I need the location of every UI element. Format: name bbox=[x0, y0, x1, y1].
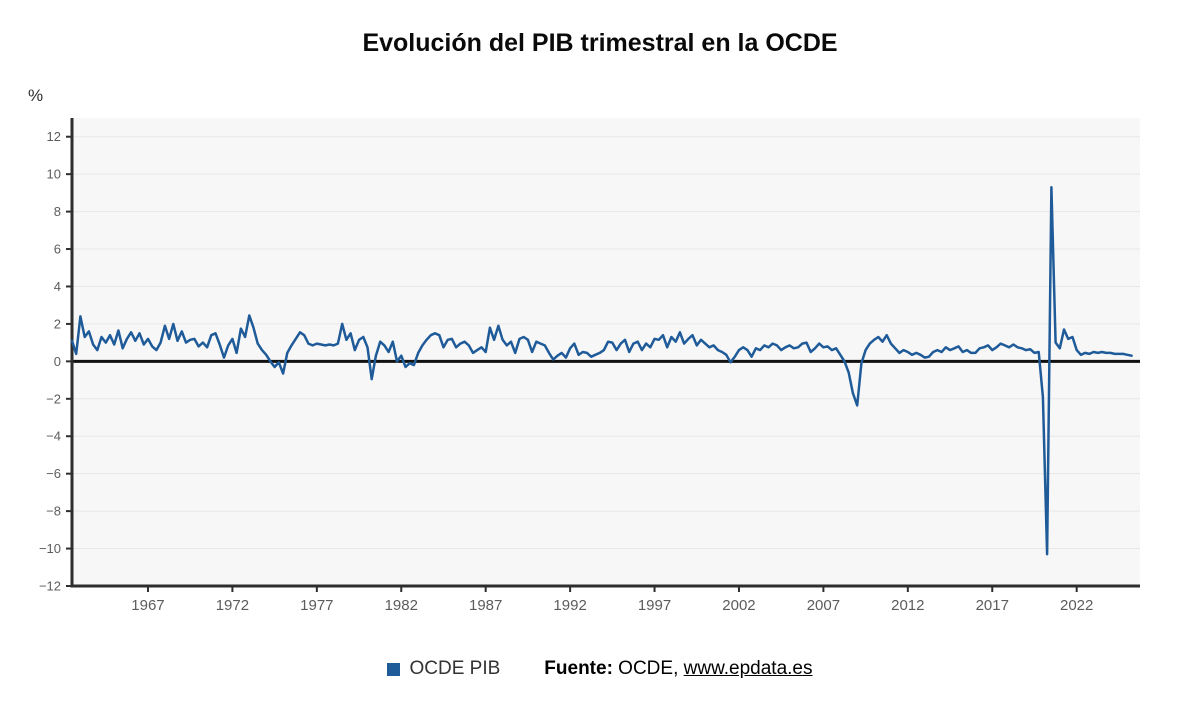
y-tick-label: 12 bbox=[47, 129, 61, 144]
source-prefix-label: Fuente: bbox=[544, 658, 613, 679]
x-tick-label: 1987 bbox=[469, 597, 502, 614]
y-tick-label: −2 bbox=[46, 391, 61, 406]
x-tick-label: 2017 bbox=[976, 597, 1009, 614]
series-line-ocde-pib bbox=[70, 186, 1133, 556]
chart-title: Evolución del PIB trimestral en la OCDE bbox=[362, 29, 838, 57]
x-tick-label: 1977 bbox=[300, 597, 333, 614]
source-link[interactable]: www.epdata.es bbox=[683, 658, 813, 679]
plot-area bbox=[72, 118, 1140, 586]
x-tick-label: 2012 bbox=[891, 597, 924, 614]
y-tick-label: 0 bbox=[54, 354, 61, 369]
source-note: Fuente: OCDE, www.epdata.es bbox=[544, 658, 812, 680]
y-axis-unit-label: % bbox=[28, 86, 44, 105]
x-tick-label: 1992 bbox=[553, 597, 586, 614]
legend-item-ocde-pib: OCDE PIB bbox=[387, 658, 500, 680]
x-tick-label: 1967 bbox=[131, 597, 164, 614]
x-tick-label: 1997 bbox=[638, 597, 671, 614]
y-tick-label: 6 bbox=[54, 242, 61, 257]
y-tick-label: −12 bbox=[39, 579, 61, 594]
x-tick-label: 2002 bbox=[722, 597, 755, 614]
source-text: OCDE, bbox=[612, 658, 684, 679]
y-tick-label: 10 bbox=[47, 167, 61, 182]
y-tick-label: −10 bbox=[39, 541, 61, 556]
y-tick-label: 2 bbox=[54, 316, 61, 331]
legend-series-label: OCDE PIB bbox=[409, 658, 501, 679]
x-tick-label: 1972 bbox=[216, 597, 249, 614]
y-tick-label: 4 bbox=[54, 279, 61, 294]
y-tick-label: 8 bbox=[54, 204, 61, 219]
x-tick-label: 2007 bbox=[807, 597, 840, 614]
legend-bar: OCDE PIB Fuente: OCDE, www.epdata.es bbox=[0, 658, 1200, 680]
x-tick-label: 1982 bbox=[385, 597, 418, 614]
y-tick-label: −4 bbox=[46, 429, 61, 444]
legend-series-marker-icon bbox=[387, 662, 401, 676]
x-tick-label: 2022 bbox=[1060, 597, 1093, 614]
y-tick-label: −6 bbox=[46, 466, 61, 481]
y-tick-label: −8 bbox=[46, 504, 61, 519]
